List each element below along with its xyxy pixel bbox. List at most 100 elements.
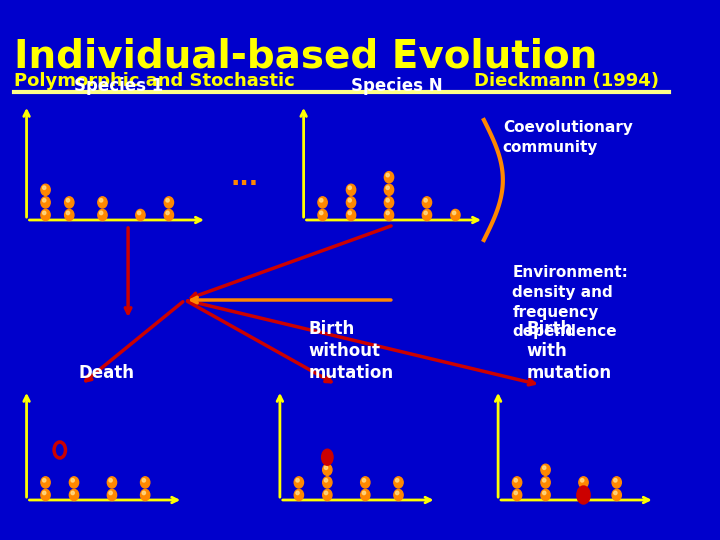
Ellipse shape bbox=[41, 184, 50, 195]
Ellipse shape bbox=[346, 210, 356, 221]
Ellipse shape bbox=[164, 197, 174, 208]
Ellipse shape bbox=[346, 197, 356, 208]
Text: Individual-based Evolution: Individual-based Evolution bbox=[14, 38, 598, 76]
Ellipse shape bbox=[107, 477, 117, 488]
Text: Birth
without
mutation: Birth without mutation bbox=[308, 320, 394, 382]
Ellipse shape bbox=[71, 491, 74, 495]
Ellipse shape bbox=[513, 489, 522, 501]
Ellipse shape bbox=[136, 210, 145, 221]
Ellipse shape bbox=[42, 199, 46, 202]
Ellipse shape bbox=[423, 197, 431, 208]
Ellipse shape bbox=[323, 477, 332, 488]
Ellipse shape bbox=[71, 478, 74, 482]
Ellipse shape bbox=[362, 491, 366, 495]
Ellipse shape bbox=[323, 464, 332, 475]
Ellipse shape bbox=[541, 489, 550, 501]
Ellipse shape bbox=[514, 478, 518, 482]
Ellipse shape bbox=[348, 199, 351, 202]
Ellipse shape bbox=[41, 210, 50, 221]
Ellipse shape bbox=[348, 211, 351, 214]
Ellipse shape bbox=[580, 478, 584, 482]
Ellipse shape bbox=[42, 478, 46, 482]
Ellipse shape bbox=[361, 489, 370, 501]
Ellipse shape bbox=[323, 489, 332, 501]
Ellipse shape bbox=[42, 491, 46, 495]
Ellipse shape bbox=[164, 210, 174, 221]
Text: Polymorphic and Stochastic: Polymorphic and Stochastic bbox=[14, 72, 295, 90]
Ellipse shape bbox=[166, 199, 169, 202]
Ellipse shape bbox=[384, 184, 394, 195]
Ellipse shape bbox=[386, 211, 390, 214]
Ellipse shape bbox=[361, 477, 370, 488]
Text: Environment:
density and
frequency
dependence: Environment: density and frequency depen… bbox=[513, 265, 629, 340]
Ellipse shape bbox=[142, 478, 145, 482]
Ellipse shape bbox=[513, 477, 522, 488]
Ellipse shape bbox=[613, 478, 617, 482]
Ellipse shape bbox=[541, 464, 550, 475]
Ellipse shape bbox=[107, 489, 117, 501]
Ellipse shape bbox=[66, 199, 70, 202]
Ellipse shape bbox=[423, 210, 431, 221]
Text: Species 1: Species 1 bbox=[74, 77, 163, 95]
Ellipse shape bbox=[98, 197, 107, 208]
Ellipse shape bbox=[543, 478, 546, 482]
Ellipse shape bbox=[386, 173, 390, 177]
Ellipse shape bbox=[346, 184, 356, 195]
Ellipse shape bbox=[65, 197, 74, 208]
Ellipse shape bbox=[386, 199, 390, 202]
Ellipse shape bbox=[109, 491, 112, 495]
Ellipse shape bbox=[41, 477, 50, 488]
Ellipse shape bbox=[348, 186, 351, 190]
Text: Birth
with
mutation: Birth with mutation bbox=[526, 320, 612, 382]
Ellipse shape bbox=[322, 449, 333, 465]
Ellipse shape bbox=[41, 197, 50, 208]
Ellipse shape bbox=[69, 489, 78, 501]
Ellipse shape bbox=[140, 477, 150, 488]
Ellipse shape bbox=[98, 210, 107, 221]
Ellipse shape bbox=[109, 478, 112, 482]
Ellipse shape bbox=[99, 211, 103, 214]
Ellipse shape bbox=[451, 210, 460, 221]
Ellipse shape bbox=[296, 491, 300, 495]
Ellipse shape bbox=[394, 477, 403, 488]
Ellipse shape bbox=[612, 477, 621, 488]
Ellipse shape bbox=[66, 211, 70, 214]
Ellipse shape bbox=[296, 478, 300, 482]
Ellipse shape bbox=[42, 211, 46, 214]
Ellipse shape bbox=[65, 210, 74, 221]
Ellipse shape bbox=[384, 172, 394, 183]
Ellipse shape bbox=[514, 491, 518, 495]
Ellipse shape bbox=[384, 210, 394, 221]
Ellipse shape bbox=[324, 478, 328, 482]
Ellipse shape bbox=[424, 199, 427, 202]
Ellipse shape bbox=[166, 211, 169, 214]
Ellipse shape bbox=[394, 489, 403, 501]
Ellipse shape bbox=[69, 477, 78, 488]
Ellipse shape bbox=[613, 491, 617, 495]
Ellipse shape bbox=[362, 478, 366, 482]
Ellipse shape bbox=[452, 211, 456, 214]
Ellipse shape bbox=[543, 491, 546, 495]
Ellipse shape bbox=[579, 477, 588, 488]
Ellipse shape bbox=[142, 491, 145, 495]
Text: ...: ... bbox=[230, 166, 259, 190]
Ellipse shape bbox=[395, 491, 399, 495]
Ellipse shape bbox=[579, 489, 588, 501]
Ellipse shape bbox=[384, 197, 394, 208]
Ellipse shape bbox=[138, 211, 140, 214]
Ellipse shape bbox=[324, 466, 328, 469]
Ellipse shape bbox=[580, 491, 584, 495]
Ellipse shape bbox=[140, 489, 150, 501]
Ellipse shape bbox=[577, 486, 590, 504]
Ellipse shape bbox=[42, 186, 46, 190]
Text: Species N: Species N bbox=[351, 77, 443, 95]
Ellipse shape bbox=[541, 477, 550, 488]
Ellipse shape bbox=[318, 210, 327, 221]
Text: Dieckmann (1994): Dieckmann (1994) bbox=[474, 72, 660, 90]
Ellipse shape bbox=[543, 466, 546, 469]
Ellipse shape bbox=[320, 211, 323, 214]
Text: Coevolutionary
community: Coevolutionary community bbox=[503, 120, 633, 155]
Ellipse shape bbox=[612, 489, 621, 501]
Ellipse shape bbox=[99, 199, 103, 202]
Ellipse shape bbox=[324, 491, 328, 495]
